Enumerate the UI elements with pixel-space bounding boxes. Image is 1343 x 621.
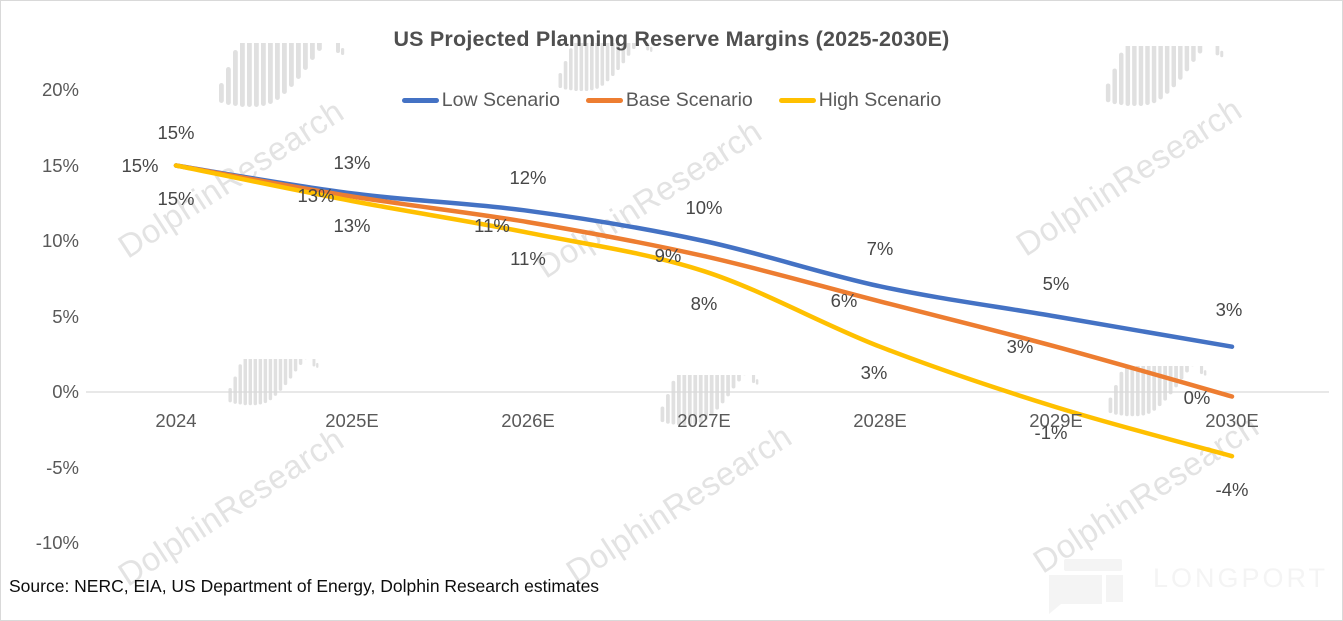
data-label: 8%: [690, 293, 718, 315]
series-line-base-scenario: [173, 163, 1235, 399]
data-label: 11%: [510, 247, 546, 269]
high-scenario-swatch: [778, 97, 816, 104]
data-label: 10%: [685, 197, 723, 218]
data-label: 13%: [333, 214, 371, 236]
data-label: 12%: [509, 166, 547, 188]
data-label: 6%: [830, 290, 858, 312]
data-label: 15%: [157, 121, 195, 143]
data-label: 0%: [1183, 387, 1211, 408]
data-label: 9%: [654, 245, 682, 267]
low-scenario-swatch: [401, 97, 439, 104]
y-axis-tick: 0%: [52, 381, 79, 402]
y-axis-tick: 10%: [41, 230, 79, 251]
longport-logo: LONGPORT: [1048, 551, 1328, 614]
x-axis-tick: 2030E: [1205, 410, 1259, 431]
legend-label: Low Scenario: [441, 89, 560, 111]
x-axis-tick: 2028E: [853, 410, 907, 431]
data-label: 11%: [474, 214, 510, 236]
source-note: Source: NERC, EIA, US Department of Ener…: [9, 576, 600, 596]
x-axis-tick: 2029E: [1029, 410, 1083, 431]
data-label: 15%: [157, 187, 195, 209]
y-axis-tick: 15%: [41, 154, 79, 176]
data-label: 3%: [1006, 335, 1034, 357]
data-label: 13%: [297, 184, 335, 206]
x-axis-tick: 2027E: [677, 410, 731, 431]
legend-item-low-scenario: Low Scenario: [401, 89, 560, 112]
data-label: 7%: [866, 238, 894, 260]
base-scenario-swatch: [585, 97, 623, 104]
series-line-high-scenario: [173, 163, 1235, 459]
y-axis-tick: 5%: [52, 305, 79, 327]
y-axis-tick: 20%: [41, 79, 79, 100]
y-axis-tick: -10%: [35, 532, 79, 553]
x-axis-tick: 2025E: [325, 410, 379, 431]
x-axis-tick: 2026E: [501, 410, 555, 431]
chart-title: US Projected Planning Reserve Margins (2…: [393, 27, 950, 51]
longport-logo-icon: [1048, 551, 1127, 614]
legend-item-base-scenario: Base Scenario: [585, 89, 753, 112]
data-label: -1%: [1034, 422, 1068, 444]
x-axis-tick: 2024: [155, 410, 197, 431]
data-label: 13%: [333, 151, 371, 173]
data-label: 15%: [121, 154, 159, 176]
legend-label: High Scenario: [818, 89, 942, 111]
legend-item-high-scenario: High Scenario: [778, 89, 942, 112]
data-label: -4%: [1215, 479, 1249, 501]
series-line-low-scenario: [173, 163, 1235, 349]
data-label: 5%: [1042, 272, 1070, 294]
data-label: 3%: [860, 361, 888, 383]
longport-logo-text: LONGPORT: [1152, 563, 1328, 593]
chart-legend: Low Scenario Base Scenario High Scenario: [1, 89, 1342, 112]
data-label: 3%: [1215, 298, 1243, 320]
y-axis-tick: -5%: [46, 456, 79, 478]
legend-label: Base Scenario: [625, 89, 753, 111]
